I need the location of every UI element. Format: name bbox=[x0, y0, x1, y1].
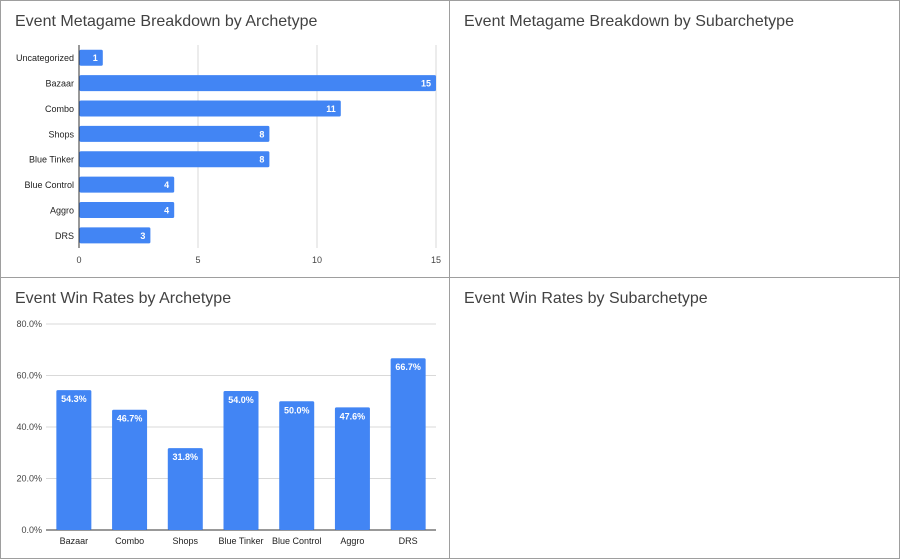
data-label: 54.3% bbox=[61, 394, 87, 404]
data-label: 47.6% bbox=[340, 411, 366, 421]
bar bbox=[279, 401, 315, 530]
category-label: Bazaar bbox=[60, 536, 89, 546]
chart-title: Event Metagame Breakdown by Subarchetype bbox=[464, 13, 794, 30]
bar bbox=[79, 49, 103, 66]
bar bbox=[79, 125, 270, 142]
category-label: DRS bbox=[55, 231, 74, 241]
chart-title: Event Metagame Breakdown by Archetype bbox=[15, 13, 318, 30]
bar bbox=[223, 390, 259, 530]
bar bbox=[167, 448, 203, 530]
category-label: Shops bbox=[48, 129, 74, 139]
chart-title: Event Win Rates by Subarchetype bbox=[464, 290, 708, 307]
x-tick-label: 15 bbox=[431, 255, 441, 265]
chart-panel-subarchetype-breakdown: Event Metagame Breakdown by Subarchetype… bbox=[449, 0, 900, 279]
bar bbox=[79, 75, 436, 92]
bar bbox=[79, 176, 175, 193]
archetype-win-rates-chart: 0.0% 20.0% 40.0% 60.0% 80.0% 54.3% Bazaar 46.7%… bbox=[16, 319, 436, 546]
data-label: 54.0% bbox=[228, 395, 254, 405]
chart-panel-subarchetype-win-rates: Event Win Rates by Subarchetype 0.0%20.0… bbox=[449, 277, 900, 559]
x-tick-label: 10 bbox=[312, 255, 322, 265]
category-label: Blue Tinker bbox=[218, 536, 263, 546]
category-label: Aggro bbox=[50, 205, 74, 215]
data-label: 8 bbox=[259, 155, 264, 165]
bar bbox=[334, 407, 370, 530]
y-tick-label: 40.0% bbox=[16, 422, 42, 432]
chart-panel-archetype-win-rates: Event Win Rates by Archetype 0.0% 20.0% 40… bbox=[0, 277, 451, 559]
category-label: Shops bbox=[173, 536, 199, 546]
subarchetype-breakdown-chart: 02468Uncategorized6Aggro Shops7Hogaak7Dr… bbox=[450, 1, 900, 279]
data-label: 8 bbox=[259, 129, 264, 139]
y-tick-label: 0.0% bbox=[21, 525, 42, 535]
archetype-breakdown-chart: 0 5 10 15 Uncategorized 1 Bazaar 15 Combo 11 Shops… bbox=[16, 45, 441, 265]
data-label: 50.0% bbox=[284, 405, 310, 415]
bar bbox=[112, 409, 148, 530]
category-label: Blue Control bbox=[24, 180, 74, 190]
bar bbox=[56, 390, 92, 530]
data-label: 46.7% bbox=[117, 414, 143, 424]
chart-panel-archetype-breakdown: Event Metagame Breakdown by Archetype 0 5… bbox=[0, 0, 451, 279]
category-label: Blue Control bbox=[272, 536, 322, 546]
y-tick-label: 20.0% bbox=[16, 474, 42, 484]
data-label: 15 bbox=[421, 79, 431, 89]
data-label: 31.8% bbox=[173, 452, 199, 462]
chart-title: Event Win Rates by Archetype bbox=[15, 290, 232, 307]
subarchetype-win-rates-chart: 0.0%20.0%40.0%60.0%80.0%28.9%Aggro Shops… bbox=[450, 278, 900, 559]
data-label: 11 bbox=[326, 104, 336, 114]
bar bbox=[390, 358, 426, 530]
category-label: Uncategorized bbox=[16, 53, 74, 63]
bar bbox=[79, 227, 151, 244]
data-label: 4 bbox=[164, 205, 169, 215]
category-label: Aggro bbox=[340, 536, 364, 546]
data-label: 1 bbox=[93, 53, 98, 63]
x-tick-label: 5 bbox=[195, 255, 200, 265]
category-label: Combo bbox=[45, 104, 74, 114]
x-tick-label: 0 bbox=[76, 255, 81, 265]
category-label: DRS bbox=[399, 536, 418, 546]
y-tick-label: 80.0% bbox=[16, 319, 42, 329]
category-label: Blue Tinker bbox=[29, 155, 74, 165]
y-tick-label: 60.0% bbox=[16, 371, 42, 381]
bar bbox=[79, 201, 175, 218]
data-label: 4 bbox=[164, 180, 169, 190]
bar bbox=[79, 151, 270, 168]
data-label: 3 bbox=[140, 231, 145, 241]
data-label: 66.7% bbox=[395, 362, 421, 372]
bar bbox=[79, 100, 341, 117]
category-label: Combo bbox=[115, 536, 144, 546]
category-label: Bazaar bbox=[45, 79, 74, 89]
